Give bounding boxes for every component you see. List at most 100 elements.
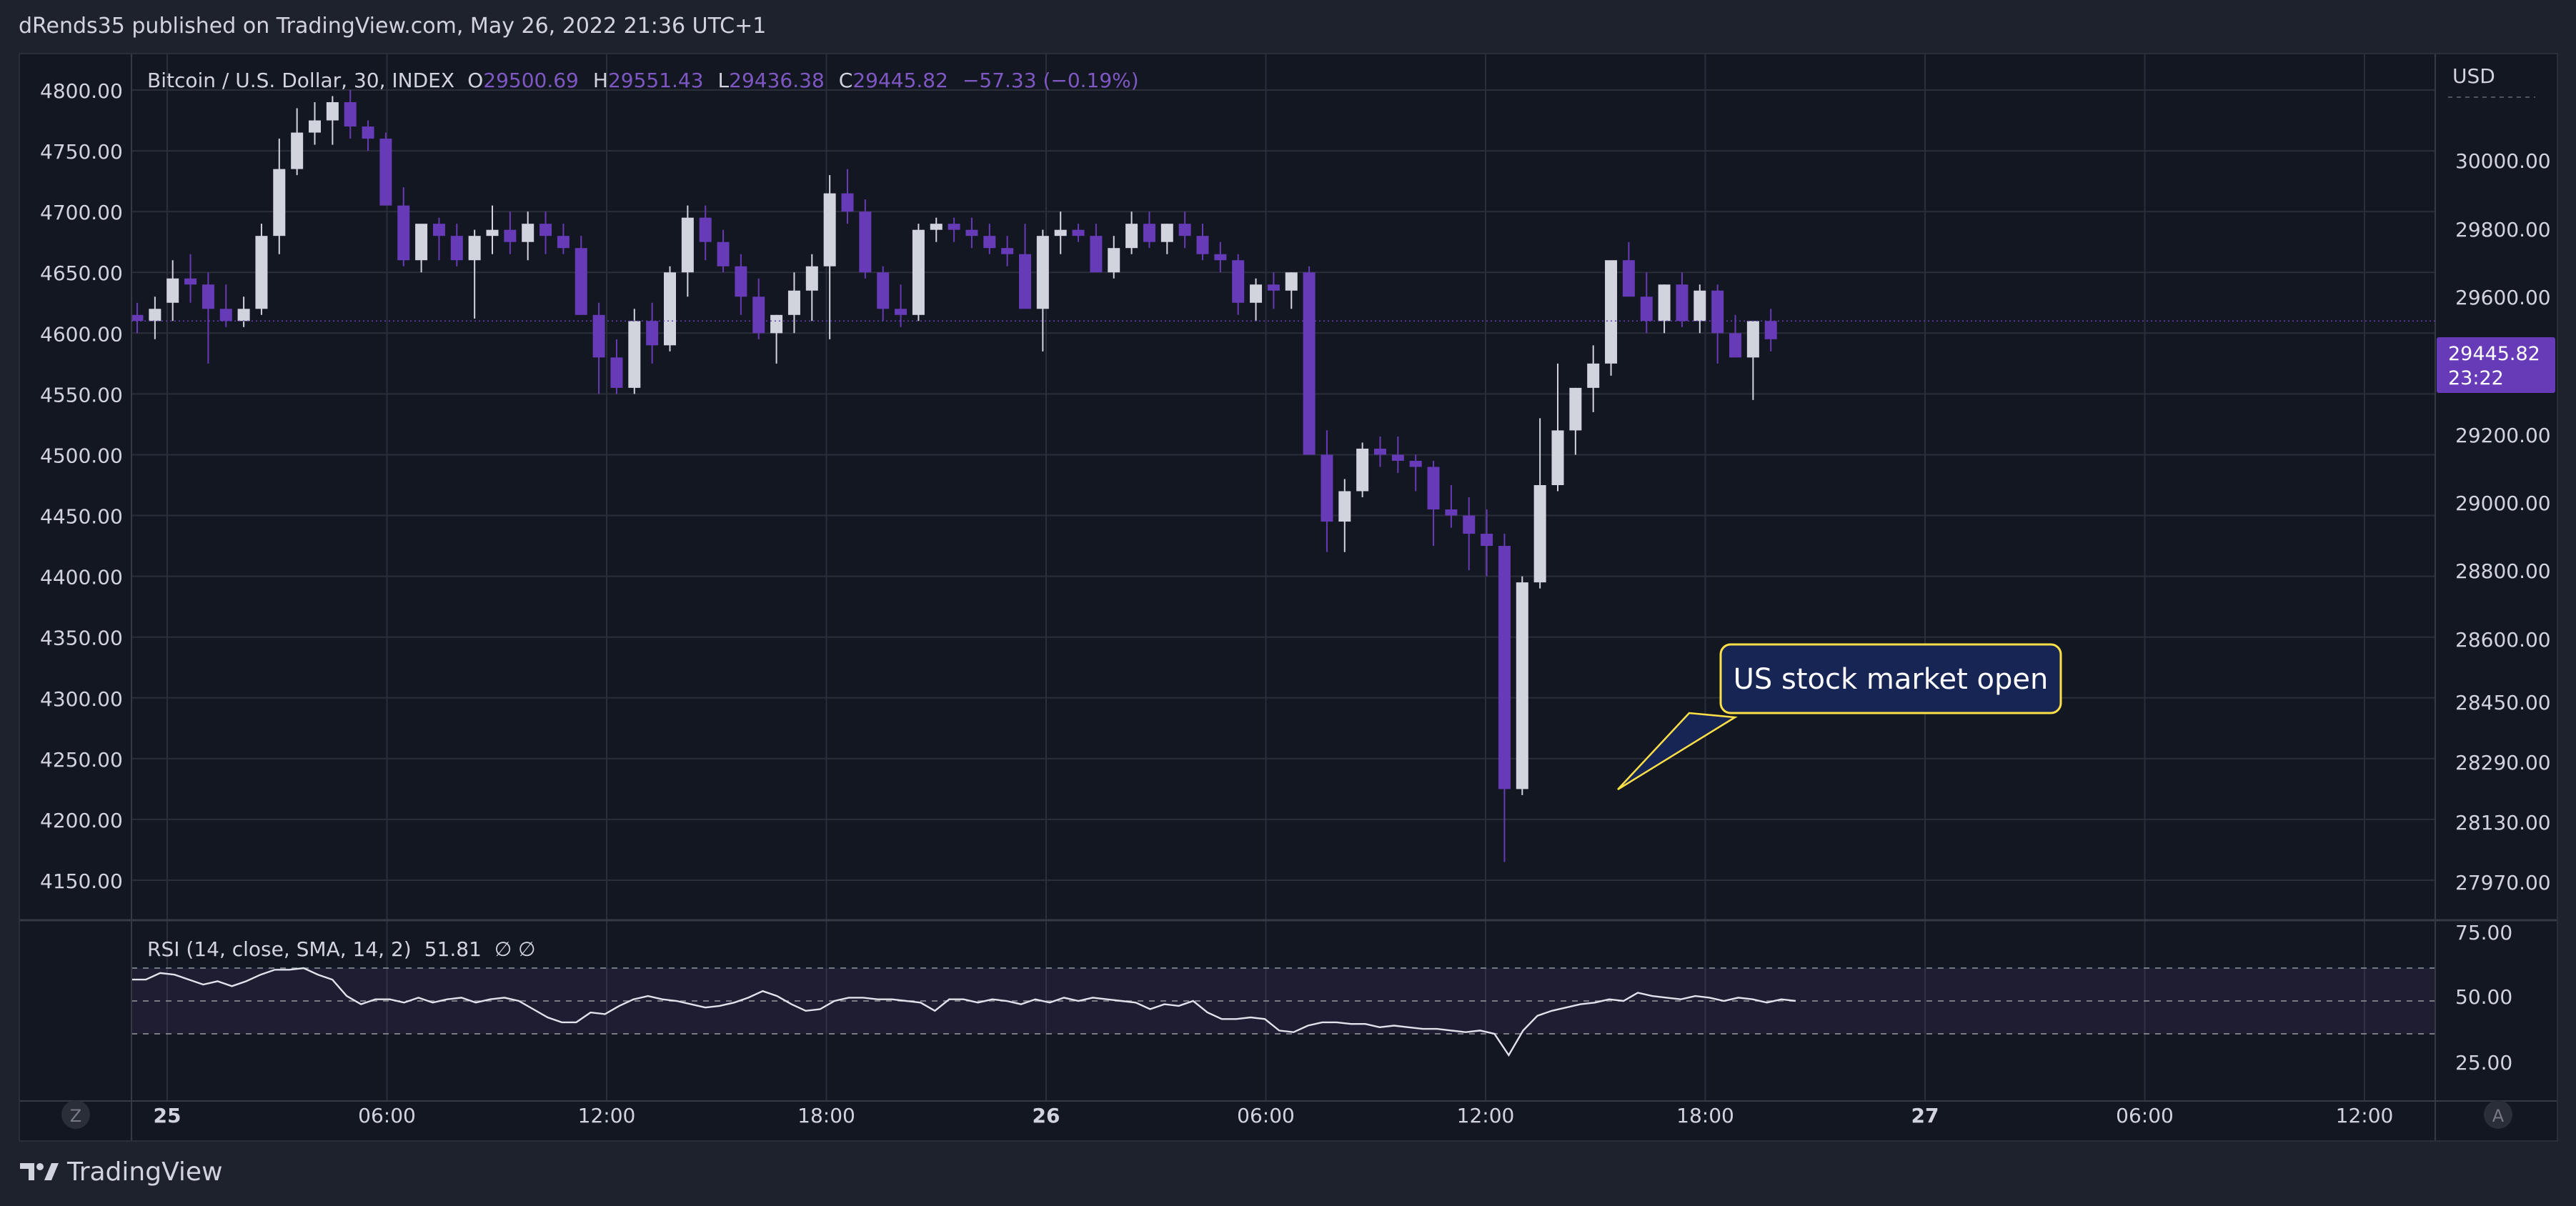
up-candle — [1516, 576, 1528, 795]
down-candle — [362, 120, 374, 151]
candle-body — [1232, 260, 1245, 303]
right-axis-label: 27970.00 — [2455, 871, 2551, 894]
down-candle — [131, 302, 144, 334]
auto-scale-button[interactable]: A — [2484, 1100, 2512, 1129]
down-candle — [1214, 241, 1227, 273]
up-candle — [1605, 260, 1618, 376]
down-candle — [948, 217, 960, 242]
down-candle — [1090, 224, 1103, 273]
countdown-label: 23:22 — [2448, 367, 2504, 389]
up-candle — [1587, 345, 1600, 412]
down-candle — [859, 199, 872, 279]
down-candle — [1072, 224, 1085, 242]
ohlc-h-value: 29551.43 — [608, 69, 704, 92]
up-candle — [1356, 442, 1369, 498]
candle-body — [504, 229, 517, 242]
z-toggle-button[interactable]: Z — [61, 1100, 90, 1129]
down-candle — [1019, 224, 1031, 309]
candle-body — [149, 309, 161, 322]
ohlc-l-label: L — [718, 69, 730, 92]
candle-body — [717, 241, 730, 266]
candle-body — [1108, 248, 1120, 273]
candle-body — [131, 314, 144, 322]
ohlc-c-label: C — [839, 69, 853, 92]
time-axis-label: 06:00 — [358, 1104, 416, 1127]
rsi-legend-name: RSI (14, close, SMA, 14, 2) — [147, 937, 412, 961]
down-candle — [965, 217, 978, 249]
left-axis-label: 4650.00 — [40, 261, 123, 285]
rsi-band — [131, 967, 2435, 1035]
candle-body — [805, 266, 818, 291]
candle-body — [610, 357, 623, 388]
left-axis-label: 4200.00 — [40, 809, 123, 832]
down-candle — [983, 224, 996, 254]
up-candle — [770, 314, 783, 364]
candle-body — [184, 278, 197, 285]
ohlc-change: −57.33 (−0.19%) — [963, 69, 1139, 92]
candle-body — [1285, 272, 1298, 291]
candle-body — [273, 169, 286, 236]
down-candle — [202, 272, 214, 364]
candle-body — [166, 278, 179, 303]
tradingview-brand: TradingView — [67, 1157, 223, 1187]
time-axis-label: 18:00 — [797, 1104, 855, 1127]
candle-body — [1481, 534, 1493, 547]
candle-body — [1338, 491, 1351, 522]
down-candle — [432, 217, 445, 261]
down-candle — [1321, 430, 1333, 552]
left-axis-label: 4400.00 — [40, 566, 123, 589]
up-candle — [1108, 236, 1120, 279]
down-candle — [1445, 485, 1458, 528]
up-candle — [1658, 284, 1671, 334]
ohlc-l-value: 29436.38 — [729, 69, 825, 92]
right-axis-label: 29000.00 — [2455, 492, 2551, 515]
up-candle — [1694, 284, 1706, 334]
up-candle — [1054, 211, 1067, 254]
down-candle — [699, 205, 712, 261]
z-button-label: Z — [70, 1106, 81, 1126]
candle-body — [1445, 509, 1458, 516]
candle-body — [735, 266, 747, 297]
down-candle — [1498, 534, 1511, 862]
candle-body — [1267, 284, 1280, 291]
candle-body — [1746, 321, 1759, 358]
up-candle — [664, 266, 676, 352]
down-candle — [504, 211, 517, 254]
left-axis-label: 4150.00 — [40, 869, 123, 893]
up-candle — [628, 309, 641, 394]
rsi-legend: RSI (14, close, SMA, 14, 2) 51.81 ∅ ∅ — [147, 937, 536, 961]
down-candle — [877, 266, 890, 322]
chart-canvas[interactable]: 4800.00 4750.00 4700.00 4650.00 4600.00 4550.… — [20, 54, 2557, 1140]
callout: US stock market open — [1617, 643, 2062, 791]
time-axis-label: 06:00 — [2116, 1104, 2174, 1127]
ohlc-h-label: H — [593, 69, 608, 92]
left-axis-label: 4800.00 — [40, 79, 123, 103]
candle-body — [1463, 515, 1476, 534]
down-candle — [1640, 272, 1653, 334]
candle-body — [787, 290, 800, 315]
ohlc-o-label: O — [467, 69, 483, 92]
down-candle — [752, 278, 765, 339]
rsi-axis-label: 75.00 — [2455, 921, 2512, 945]
a-button-label: A — [2492, 1106, 2505, 1126]
symbol-legend: Bitcoin / U.S. Dollar, 30, INDEX O29500.6… — [147, 69, 1139, 92]
candle-body — [699, 217, 712, 242]
candle-body — [1605, 260, 1618, 364]
candle-body — [1427, 467, 1440, 510]
down-candle — [1711, 284, 1724, 364]
up-candle — [681, 205, 694, 297]
chart-panel[interactable]: 4800.00 4750.00 4700.00 4650.00 4600.00 4550.… — [19, 53, 2558, 1142]
a-button-bg — [2484, 1100, 2512, 1129]
up-candle — [1338, 479, 1351, 552]
ohlc-c-value: 29445.82 — [852, 69, 948, 92]
up-candle — [930, 217, 943, 242]
down-candle — [1143, 211, 1155, 249]
down-candle — [1232, 254, 1245, 315]
up-candle — [309, 102, 321, 145]
candle-body — [965, 229, 978, 236]
down-candle — [219, 284, 232, 327]
left-axis-label: 4600.00 — [40, 322, 123, 346]
up-candle — [1160, 224, 1173, 254]
up-candle — [787, 272, 800, 334]
down-candle — [610, 339, 623, 394]
